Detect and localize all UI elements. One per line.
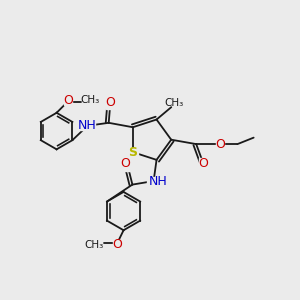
- Text: S: S: [128, 146, 137, 159]
- Text: CH₃: CH₃: [81, 95, 100, 105]
- Bar: [199, 158, 207, 166]
- Bar: [146, 177, 161, 185]
- Text: O: O: [121, 158, 130, 170]
- Text: O: O: [105, 96, 115, 109]
- Bar: [216, 140, 224, 148]
- Text: O: O: [112, 238, 122, 251]
- Text: O: O: [198, 157, 208, 170]
- Text: NH: NH: [148, 175, 167, 188]
- Bar: [124, 163, 132, 171]
- Bar: [113, 240, 121, 247]
- Bar: [128, 148, 138, 156]
- Bar: [64, 98, 72, 105]
- Bar: [106, 101, 114, 109]
- Bar: [80, 122, 94, 130]
- Text: O: O: [215, 138, 225, 151]
- Text: O: O: [63, 94, 73, 106]
- Text: CH₃: CH₃: [84, 240, 103, 250]
- Text: NH: NH: [77, 119, 96, 132]
- Text: CH₃: CH₃: [164, 98, 183, 108]
